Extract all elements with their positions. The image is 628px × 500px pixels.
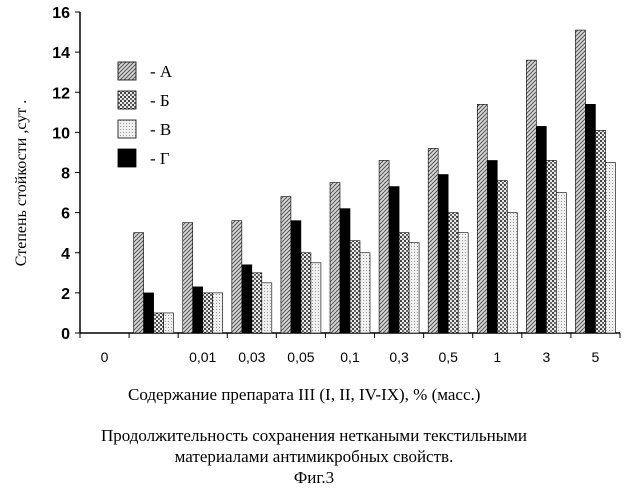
bar [330, 183, 340, 333]
x-tick-label: 1 [493, 349, 501, 365]
bar [428, 148, 438, 333]
bar [536, 126, 546, 333]
bar [164, 313, 174, 333]
legend-label: - А [150, 62, 173, 81]
bar [203, 293, 213, 333]
y-tick-label: 10 [52, 125, 70, 142]
y-tick-label: 12 [52, 85, 70, 102]
bar [232, 221, 242, 333]
bar [605, 162, 615, 333]
bar [213, 293, 223, 333]
y-tick-label: 8 [61, 166, 70, 183]
caption-line-1: Продолжительность сохранения неткаными т… [0, 426, 628, 446]
bar [183, 223, 193, 333]
caption-line-2: материалами антимикробных свойств. [0, 447, 628, 467]
x-tick-label: 0,01 [189, 349, 216, 365]
caption-figure-number: Фиг.3 [0, 468, 628, 488]
bar [409, 243, 419, 333]
x-tick-label: 0,5 [438, 349, 458, 365]
bar [477, 104, 487, 333]
bar [507, 213, 517, 333]
bar [379, 160, 389, 333]
legend-label: - В [150, 120, 171, 139]
legend-swatch [118, 120, 136, 138]
x-tick-label: 0,05 [287, 349, 314, 365]
bar [134, 233, 144, 333]
bar [438, 175, 448, 333]
bar [585, 104, 595, 333]
bar [311, 263, 321, 333]
y-tick-label: 4 [61, 246, 70, 263]
bar [301, 253, 311, 333]
bar [458, 233, 468, 333]
bar [497, 181, 507, 333]
bar [242, 265, 252, 333]
bar [595, 130, 605, 333]
x-tick-label: 3 [542, 349, 550, 365]
y-tick-label: 16 [52, 5, 70, 22]
y-tick-label: 2 [61, 286, 70, 303]
legend: - А - Б - В - Г [118, 62, 173, 168]
bar [526, 60, 536, 333]
bar [262, 283, 272, 333]
bar [144, 293, 154, 333]
x-tick-label: 0,1 [340, 349, 360, 365]
x-axis-label: Содержание препарата III (I, II, IV-IX),… [128, 385, 480, 405]
bar [350, 241, 360, 333]
bar [252, 273, 262, 333]
legend-label: - Б [150, 91, 170, 110]
bar [340, 209, 350, 333]
x-tick-label: 5 [592, 349, 600, 365]
legend-swatch [118, 149, 136, 167]
bar [556, 193, 566, 333]
bar [154, 313, 164, 333]
legend-swatch [118, 62, 136, 80]
bar [291, 221, 301, 333]
legend-swatch [118, 91, 136, 109]
legend-label: - Г [150, 149, 170, 168]
bar [389, 187, 399, 333]
y-tick-label: 6 [61, 206, 70, 223]
bar [487, 160, 497, 333]
y-axis-label: Степень стойкости ,сут . [13, 100, 30, 266]
bar [281, 197, 291, 333]
bar [448, 213, 458, 333]
bars [134, 30, 616, 333]
bar [360, 253, 370, 333]
bar [546, 160, 556, 333]
y-tick-label: 0 [61, 326, 70, 343]
x-tick-label: 0,03 [238, 349, 265, 365]
bar [399, 233, 409, 333]
bar [575, 30, 585, 333]
x-tick-label: 0,3 [389, 349, 409, 365]
y-tick-label: 14 [52, 45, 70, 62]
x-tick-label: 0 [101, 349, 109, 365]
bar [193, 287, 203, 333]
